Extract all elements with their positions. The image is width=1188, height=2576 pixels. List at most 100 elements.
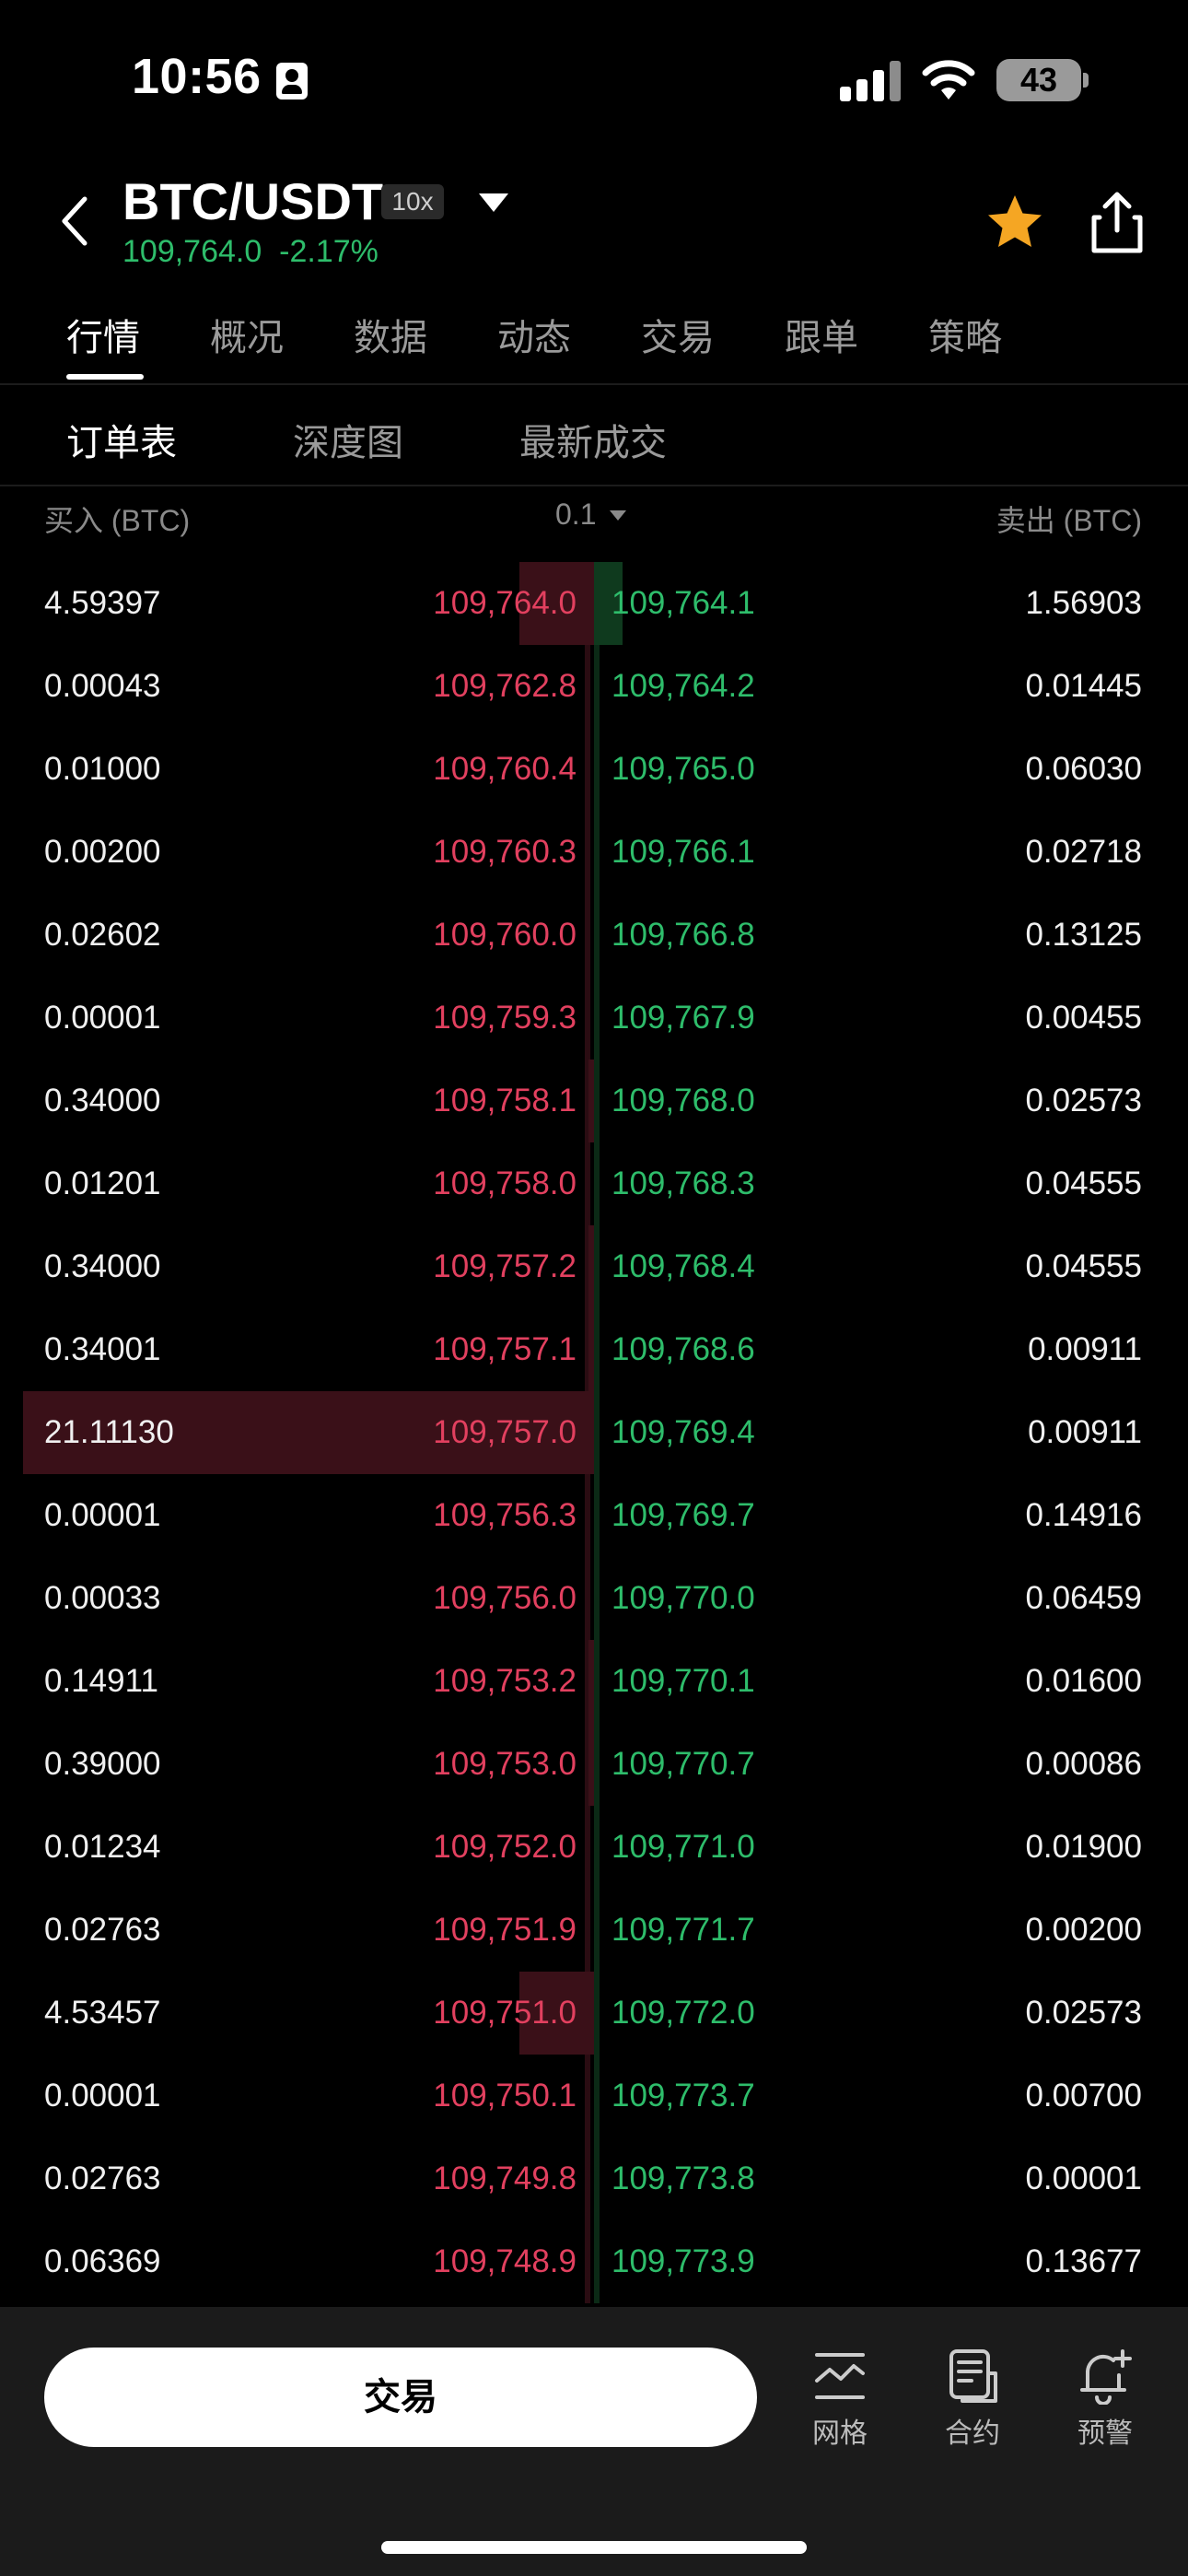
contract-icon bbox=[949, 2349, 997, 2403]
main-tabs: 行情 概况 数据 动态 交易 跟单 策略 bbox=[0, 308, 1188, 381]
bid-price: 109,748.9 bbox=[433, 2243, 577, 2279]
bid-price: 109,762.8 bbox=[433, 668, 577, 704]
bid-qty: 0.02602 bbox=[44, 917, 161, 953]
bid-price: 109,751.9 bbox=[433, 1912, 577, 1948]
ask-price: 109,773.8 bbox=[611, 2160, 755, 2196]
book-row[interactable]: 0.00043 109,762.8 109,764.2 0.01445 bbox=[0, 645, 1188, 728]
ask-price: 109,773.7 bbox=[611, 2078, 755, 2113]
trade-button[interactable]: 交易 bbox=[44, 2348, 757, 2447]
bid-price: 109,757.1 bbox=[433, 1331, 577, 1367]
tab-strategy[interactable]: 策略 bbox=[928, 318, 1002, 358]
home-indicator[interactable] bbox=[381, 2541, 807, 2554]
book-row[interactable]: 4.53457 109,751.0 109,772.0 0.02573 bbox=[0, 1972, 1188, 2055]
wifi-icon bbox=[922, 60, 975, 100]
book-row[interactable]: 0.01201 109,758.0 109,768.3 0.04555 bbox=[0, 1142, 1188, 1225]
tab-news[interactable]: 动态 bbox=[497, 318, 571, 358]
ask-qty: 0.01900 bbox=[1025, 1829, 1142, 1865]
ask-qty: 0.04555 bbox=[1025, 1165, 1142, 1201]
active-tab-indicator bbox=[66, 374, 144, 380]
book-row[interactable]: 0.00001 109,759.3 109,767.9 0.00455 bbox=[0, 977, 1188, 1060]
bid-depth-bar bbox=[519, 1972, 594, 2055]
book-row[interactable]: 0.02763 109,749.8 109,773.8 0.00001 bbox=[0, 2137, 1188, 2220]
ask-price: 109,768.6 bbox=[611, 1331, 755, 1367]
ask-price: 109,768.0 bbox=[611, 1083, 755, 1118]
tab-data[interactable]: 数据 bbox=[354, 318, 427, 358]
subtab-order-book[interactable]: 订单表 bbox=[66, 423, 177, 463]
ask-price: 109,769.7 bbox=[611, 1497, 755, 1533]
bid-price: 109,760.3 bbox=[433, 834, 577, 870]
pair-dropdown-icon[interactable] bbox=[479, 193, 508, 212]
tab-market[interactable]: 行情 bbox=[66, 318, 140, 358]
ask-qty: 0.13677 bbox=[1025, 2243, 1142, 2279]
nav-alert[interactable]: 预警 bbox=[1050, 2348, 1160, 2451]
tab-trade[interactable]: 交易 bbox=[641, 318, 715, 358]
bid-price: 109,753.2 bbox=[433, 1663, 577, 1699]
bid-price: 109,757.0 bbox=[433, 1414, 577, 1450]
book-row[interactable]: 0.34001 109,757.1 109,768.6 0.00911 bbox=[0, 1308, 1188, 1391]
bid-qty: 0.00033 bbox=[44, 1580, 161, 1616]
back-arrow-icon[interactable] bbox=[55, 193, 96, 249]
nav-contract[interactable]: 合约 bbox=[917, 2348, 1028, 2451]
nav-contract-label: 合约 bbox=[945, 2418, 1000, 2449]
book-row[interactable]: 0.00200 109,760.3 109,766.1 0.02718 bbox=[0, 811, 1188, 894]
bid-qty: 0.14911 bbox=[44, 1663, 158, 1699]
book-row[interactable]: 0.00001 109,750.1 109,773.7 0.00700 bbox=[0, 2055, 1188, 2137]
bid-qty: 0.01000 bbox=[44, 751, 161, 787]
ask-price: 109,768.4 bbox=[611, 1248, 755, 1284]
bid-qty: 0.01234 bbox=[44, 1829, 161, 1865]
book-row[interactable]: 0.14911 109,753.2 109,770.1 0.01600 bbox=[0, 1640, 1188, 1723]
book-row[interactable]: 0.39000 109,753.0 109,770.7 0.00086 bbox=[0, 1723, 1188, 1806]
bid-qty: 0.00200 bbox=[44, 834, 161, 870]
battery-tip bbox=[1083, 73, 1089, 88]
bid-qty: 0.02763 bbox=[44, 1912, 161, 1948]
subtab-latest-trades[interactable]: 最新成交 bbox=[519, 423, 667, 463]
ask-qty: 0.00455 bbox=[1025, 1000, 1142, 1036]
book-row[interactable]: 0.01234 109,752.0 109,771.0 0.01900 bbox=[0, 1806, 1188, 1889]
divider bbox=[0, 485, 1188, 486]
bid-qty: 4.59397 bbox=[44, 585, 161, 621]
nav-grid[interactable]: 网格 bbox=[785, 2348, 895, 2451]
book-row[interactable]: 0.00033 109,756.0 109,770.0 0.06459 bbox=[0, 1557, 1188, 1640]
book-row[interactable]: 0.34000 109,758.1 109,768.0 0.02573 bbox=[0, 1060, 1188, 1142]
tab-copy-trading[interactable]: 跟单 bbox=[785, 318, 858, 358]
bid-price: 109,749.8 bbox=[433, 2160, 577, 2196]
bid-qty: 0.34001 bbox=[44, 1331, 161, 1367]
pair-title[interactable]: BTC/USDT bbox=[122, 172, 384, 230]
tab-overview[interactable]: 概况 bbox=[210, 318, 284, 358]
book-row[interactable]: 0.34000 109,757.2 109,768.4 0.04555 bbox=[0, 1225, 1188, 1308]
ask-price: 109,770.1 bbox=[611, 1663, 755, 1699]
book-row[interactable]: 0.01000 109,760.4 109,765.0 0.06030 bbox=[0, 728, 1188, 811]
divider bbox=[0, 383, 1188, 385]
share-icon[interactable] bbox=[1087, 190, 1147, 256]
bid-depth-bar bbox=[588, 1308, 594, 1391]
status-time: 10:56 bbox=[132, 49, 262, 104]
ask-qty: 0.06030 bbox=[1025, 751, 1142, 787]
price-line: 109,764.0 -2.17% bbox=[122, 234, 379, 270]
book-row[interactable]: 21.11130 109,757.0 109,769.4 0.00911 bbox=[0, 1391, 1188, 1474]
order-book: 4.59397 109,764.0 109,764.1 1.56903 0.00043 1… bbox=[0, 562, 1188, 2303]
ask-qty: 0.14916 bbox=[1025, 1497, 1142, 1533]
cellular-signal-icon bbox=[840, 61, 904, 101]
nav-grid-label: 网格 bbox=[812, 2418, 868, 2449]
bid-qty: 0.02763 bbox=[44, 2160, 161, 2196]
bid-qty: 0.00001 bbox=[44, 1000, 161, 1036]
ask-qty: 0.06459 bbox=[1025, 1580, 1142, 1616]
bid-qty: 4.53457 bbox=[44, 1995, 161, 2031]
book-row[interactable]: 4.59397 109,764.0 109,764.1 1.56903 bbox=[0, 562, 1188, 645]
book-row[interactable]: 0.06369 109,748.9 109,773.9 0.13677 bbox=[0, 2220, 1188, 2303]
book-row[interactable]: 0.02602 109,760.0 109,766.8 0.13125 bbox=[0, 894, 1188, 977]
ask-price: 109,766.8 bbox=[611, 917, 755, 953]
book-row[interactable]: 0.02763 109,751.9 109,771.7 0.00200 bbox=[0, 1889, 1188, 1972]
ask-qty: 1.56903 bbox=[1025, 585, 1142, 621]
bid-price: 109,750.1 bbox=[433, 2078, 577, 2113]
precision-selector[interactable]: 0.1 bbox=[555, 498, 597, 531]
precision-caret-icon[interactable] bbox=[610, 510, 626, 521]
ask-qty: 0.00086 bbox=[1025, 1746, 1142, 1782]
ask-price: 109,765.0 bbox=[611, 751, 755, 787]
bid-price: 109,760.4 bbox=[433, 751, 577, 787]
bid-price: 109,756.0 bbox=[433, 1580, 577, 1616]
favorite-star-icon[interactable] bbox=[984, 192, 1046, 254]
subtab-depth-chart[interactable]: 深度图 bbox=[293, 423, 403, 463]
bid-price: 109,756.3 bbox=[433, 1497, 577, 1533]
book-row[interactable]: 0.00001 109,756.3 109,769.7 0.14916 bbox=[0, 1474, 1188, 1557]
